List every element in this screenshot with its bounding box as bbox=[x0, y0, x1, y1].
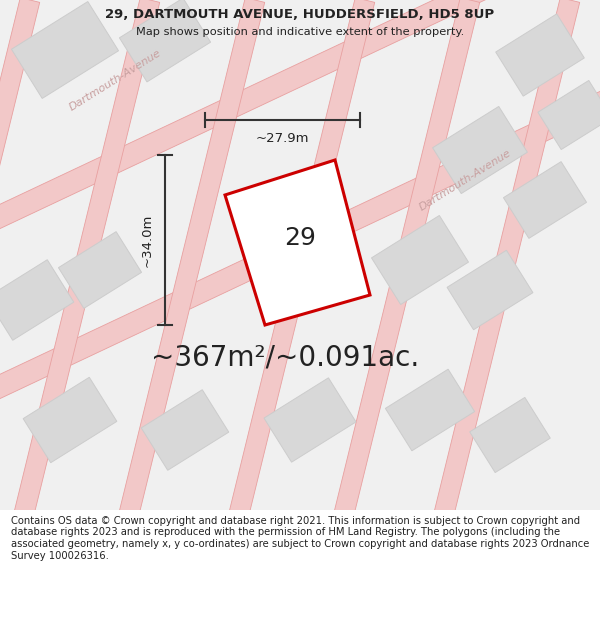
Polygon shape bbox=[264, 378, 356, 462]
Polygon shape bbox=[225, 0, 375, 532]
Polygon shape bbox=[11, 1, 119, 99]
Text: Map shows position and indicative extent of the property.: Map shows position and indicative extent… bbox=[136, 27, 464, 37]
Polygon shape bbox=[330, 0, 480, 532]
Polygon shape bbox=[430, 0, 580, 532]
Polygon shape bbox=[371, 216, 469, 304]
Polygon shape bbox=[0, 0, 600, 250]
Text: ~34.0m: ~34.0m bbox=[140, 213, 154, 267]
Polygon shape bbox=[470, 398, 550, 472]
Polygon shape bbox=[433, 106, 527, 194]
Polygon shape bbox=[141, 390, 229, 470]
Text: Dartmouth-Avenue: Dartmouth-Avenue bbox=[67, 48, 163, 112]
Polygon shape bbox=[10, 0, 160, 532]
Polygon shape bbox=[0, 0, 40, 532]
Polygon shape bbox=[385, 369, 475, 451]
Text: Contains OS data © Crown copyright and database right 2021. This information is : Contains OS data © Crown copyright and d… bbox=[11, 516, 589, 561]
Polygon shape bbox=[23, 378, 117, 462]
Text: Dartmouth-Avenue: Dartmouth-Avenue bbox=[417, 148, 513, 213]
Polygon shape bbox=[496, 14, 584, 96]
Polygon shape bbox=[0, 260, 74, 340]
Polygon shape bbox=[115, 0, 265, 532]
Polygon shape bbox=[58, 232, 142, 308]
Text: 29, DARTMOUTH AVENUE, HUDDERSFIELD, HD5 8UP: 29, DARTMOUTH AVENUE, HUDDERSFIELD, HD5 … bbox=[106, 9, 494, 21]
Text: ~27.9m: ~27.9m bbox=[256, 131, 309, 144]
Text: 29: 29 bbox=[284, 226, 316, 250]
Polygon shape bbox=[0, 70, 600, 420]
Polygon shape bbox=[503, 162, 587, 238]
Polygon shape bbox=[225, 160, 370, 325]
Text: ~367m²/~0.091ac.: ~367m²/~0.091ac. bbox=[151, 344, 419, 372]
Polygon shape bbox=[119, 0, 211, 82]
Polygon shape bbox=[447, 250, 533, 330]
Polygon shape bbox=[538, 81, 600, 149]
